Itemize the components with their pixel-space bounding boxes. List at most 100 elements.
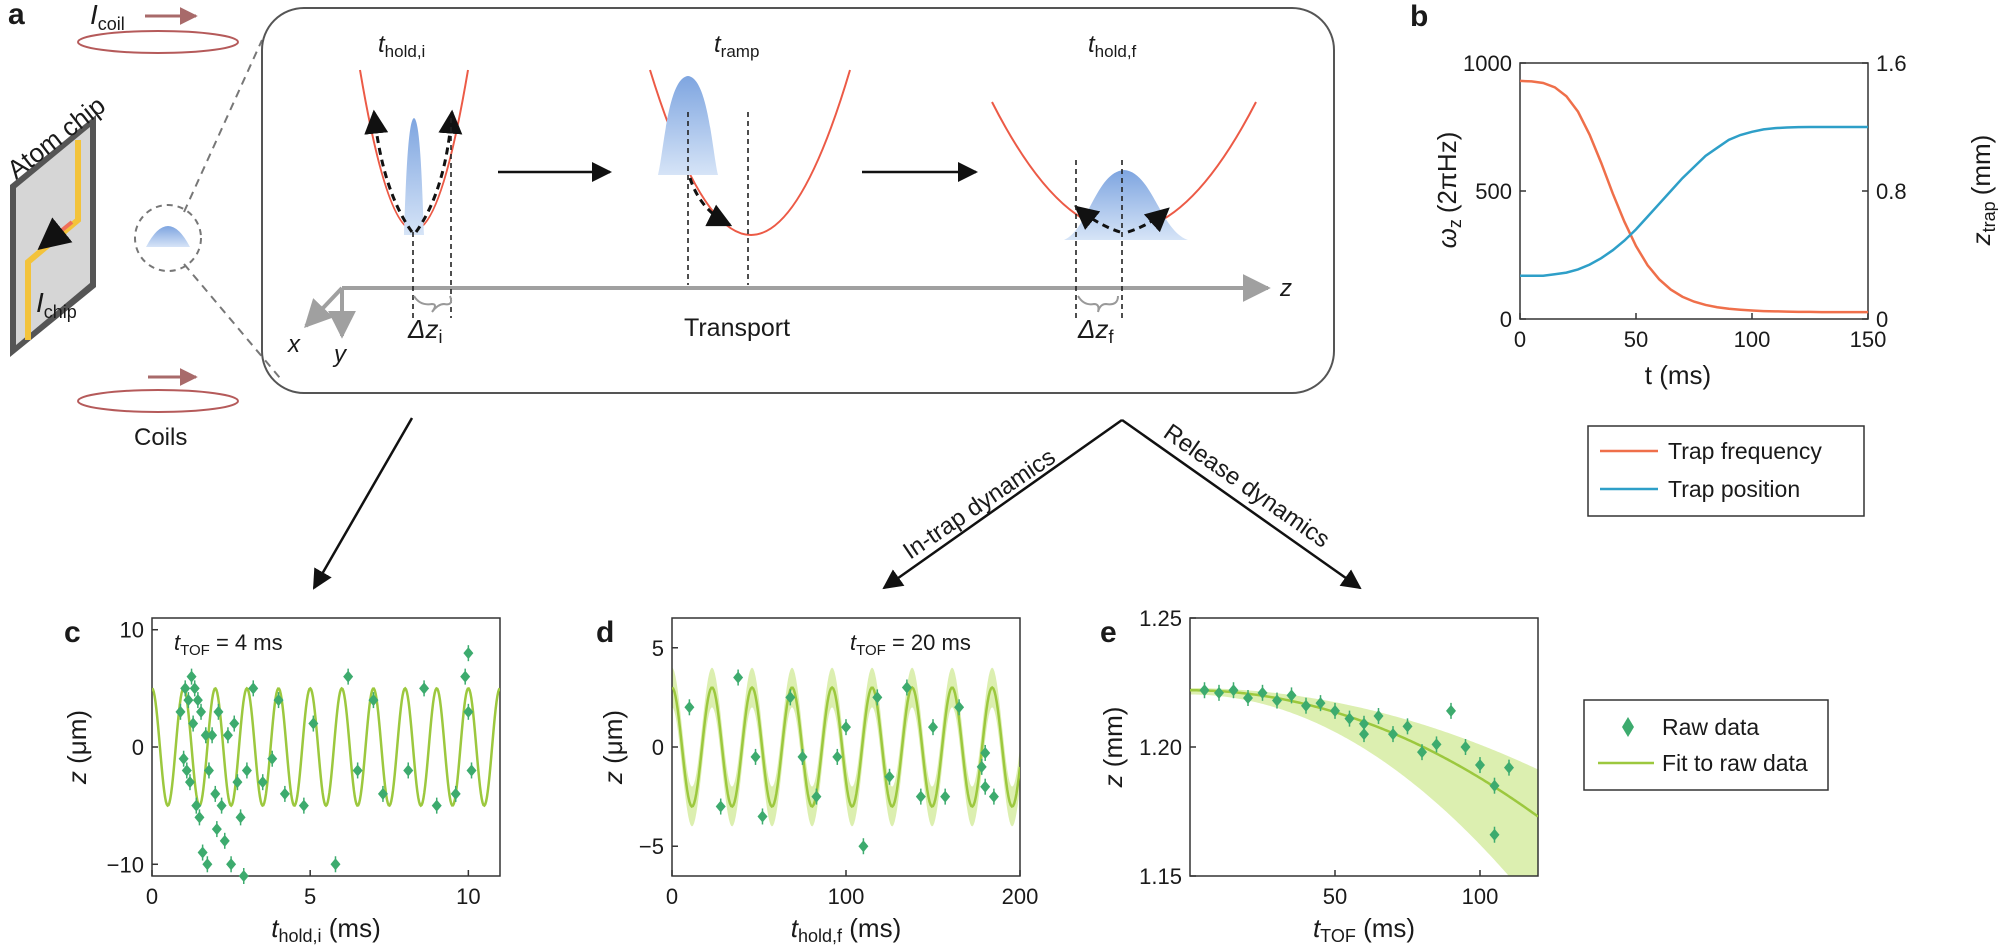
plot-c-point bbox=[222, 729, 233, 742]
plot-c-point bbox=[343, 670, 354, 683]
plot-c-fit-line bbox=[152, 686, 500, 808]
plot-d-point bbox=[811, 790, 822, 803]
plot-d-point bbox=[684, 701, 695, 714]
plot-e-point bbox=[1359, 717, 1369, 730]
legend-b bbox=[1587, 425, 1865, 517]
plot-e-ytick-label: 1.20 bbox=[1139, 735, 1182, 760]
plot-d-point bbox=[757, 810, 768, 823]
schematic-box bbox=[261, 7, 1335, 394]
plot-c-point bbox=[463, 705, 474, 718]
plot-d-point bbox=[797, 750, 808, 763]
plot-e-points bbox=[1199, 682, 1514, 843]
plot-c-points bbox=[175, 645, 477, 884]
plot-e-point bbox=[1489, 779, 1500, 792]
plot-d-point bbox=[858, 840, 869, 853]
panel-label-a: a bbox=[8, 0, 25, 31]
plot-c-point bbox=[202, 858, 213, 871]
plot-c-point bbox=[403, 764, 414, 777]
i-coil-label: Icoil bbox=[90, 0, 125, 34]
brace-f bbox=[1077, 295, 1119, 313]
plot-c-point bbox=[196, 705, 207, 718]
plot-e-point bbox=[1272, 694, 1282, 707]
plot-c-xtick-label: 10 bbox=[456, 884, 480, 909]
plot-c-point bbox=[194, 811, 205, 824]
plot-e-point bbox=[1315, 697, 1326, 710]
plot-b-xtick-label: 0 bbox=[1514, 327, 1526, 352]
plot-c-point bbox=[466, 764, 477, 777]
release-label: Release dynamics bbox=[1159, 419, 1335, 554]
plot-d-point bbox=[832, 750, 843, 763]
plot-e-point bbox=[1330, 704, 1340, 717]
zoom-cloud bbox=[146, 226, 190, 247]
legend-fit: Fit to raw data bbox=[1662, 750, 1808, 776]
plot-b-ytick-left-label: 1000 bbox=[1463, 51, 1512, 76]
arrow-to-c bbox=[312, 417, 414, 590]
plot-c-point bbox=[186, 670, 197, 683]
legend-trap-frequency: Trap frequency bbox=[1668, 438, 1822, 464]
zoom-line-top bbox=[183, 39, 263, 213]
plot-c-point bbox=[183, 694, 194, 707]
plot-d-point bbox=[976, 760, 987, 773]
plot-d-point bbox=[940, 790, 951, 803]
legend-raw-swatch bbox=[1622, 717, 1634, 737]
plot-b-xtick-label: 100 bbox=[1734, 327, 1771, 352]
plot-c-point bbox=[229, 717, 240, 730]
plot-e-point bbox=[1489, 828, 1500, 841]
panel-d: d 0 100 200−505 tTOF = 20 ms thold,f (ms) … bbox=[596, 616, 1038, 946]
plot-d-ytick-label: 5 bbox=[652, 636, 664, 661]
plot-c-point bbox=[463, 647, 474, 660]
plot-d-ytick-label: −5 bbox=[639, 834, 664, 859]
chip-current-arrow bbox=[37, 217, 74, 251]
oscillation-arrow-final-left bbox=[1074, 205, 1121, 234]
plot-d-xtick-label: 200 bbox=[1002, 884, 1039, 909]
plot-d-point bbox=[988, 790, 999, 803]
plot-d-point bbox=[841, 721, 851, 734]
oscillation-arrow-left bbox=[364, 109, 414, 233]
cloud-initial bbox=[404, 118, 424, 235]
plot-b-ytick-right-label: 0.8 bbox=[1876, 179, 1907, 204]
brace-i bbox=[413, 295, 453, 313]
legend-e bbox=[1583, 699, 1829, 791]
plot-c-point bbox=[192, 694, 203, 707]
plot-c-point bbox=[213, 705, 224, 718]
plot-c-point bbox=[207, 729, 218, 742]
plot-c-annotation: tTOF = 4 ms bbox=[174, 630, 283, 659]
plot-d-ticks: 0 100 200−505 bbox=[639, 636, 1038, 909]
t-hold-i-title: thold,i bbox=[378, 31, 425, 61]
zoom-circle bbox=[134, 204, 202, 272]
plot-c-ytick-label: −10 bbox=[107, 852, 144, 877]
plot-e-point bbox=[1344, 712, 1355, 725]
plot-c-point bbox=[226, 858, 237, 871]
plot-c-point bbox=[216, 799, 227, 812]
plot-c-point bbox=[368, 694, 379, 707]
plot-c-point bbox=[377, 787, 388, 800]
plot-d-point bbox=[733, 671, 744, 684]
plot-e-point bbox=[1286, 689, 1297, 702]
plot-c-point bbox=[273, 694, 284, 707]
panel-e: e 50 100 1.15 1.20 1.25 tTOF (ms) z (mm) Raw… bbox=[1098, 606, 1829, 946]
t-hold-f-title: thold,f bbox=[1088, 31, 1137, 61]
plot-b-ytick-right-label: 0 bbox=[1876, 307, 1888, 332]
plot-e-point bbox=[1214, 686, 1224, 699]
plot-e-xlabel: tTOF (ms) bbox=[1313, 913, 1415, 946]
plot-d-point bbox=[954, 701, 965, 714]
plot-e-point bbox=[1431, 738, 1442, 751]
plot-e-point bbox=[1228, 684, 1239, 697]
plot-e-point bbox=[1417, 746, 1427, 759]
plot-b-ytick-left-label: 500 bbox=[1475, 179, 1512, 204]
plot-d-point bbox=[785, 691, 796, 704]
plot-c-point bbox=[184, 776, 195, 789]
plot-e-point bbox=[1388, 728, 1398, 741]
legend-raw: Raw data bbox=[1662, 714, 1759, 740]
plot-c-point bbox=[238, 870, 249, 882]
panel-label-e: e bbox=[1100, 616, 1117, 649]
zoom-line-bottom bbox=[183, 263, 281, 379]
x-axis-label: x bbox=[287, 331, 301, 358]
plot-d-annotation: tTOF = 20 ms bbox=[850, 630, 971, 659]
plot-c-point bbox=[219, 834, 230, 847]
plot-c-point bbox=[267, 752, 278, 765]
panel-label-b: b bbox=[1410, 0, 1428, 33]
plot-c-point bbox=[210, 787, 221, 800]
plot-c-ylabel: z (μm) bbox=[62, 710, 92, 785]
